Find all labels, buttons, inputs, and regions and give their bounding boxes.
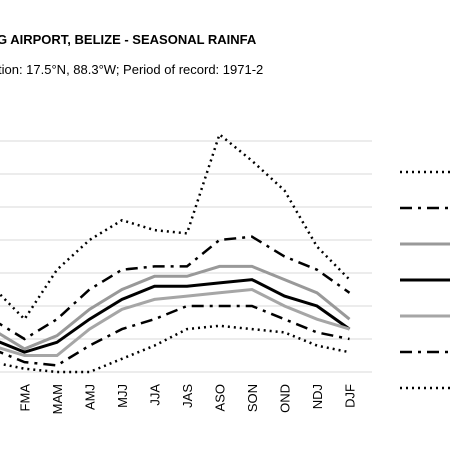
chart-title: G AIRPORT, BELIZE - SEASONAL RAINFA xyxy=(0,32,257,47)
x-tick-label: DJF xyxy=(343,384,358,408)
series-line xyxy=(0,264,351,351)
x-tick-label: MAM xyxy=(50,384,65,414)
x-tick-label: MJJ xyxy=(115,384,130,408)
x-tick-label: ASO xyxy=(213,384,228,411)
series-line xyxy=(0,287,350,357)
x-tick-label: OND xyxy=(278,384,293,413)
x-tick-label: JAS xyxy=(180,384,195,408)
x-tick-label: JJA xyxy=(148,384,163,406)
series-line xyxy=(0,278,351,354)
x-tick-label: SON xyxy=(245,384,260,412)
series-line xyxy=(0,132,351,322)
series-line xyxy=(0,304,350,367)
x-tick-label: AMJ xyxy=(83,384,98,410)
series-line xyxy=(0,324,350,374)
x-tick-label: NDJ xyxy=(310,384,325,409)
chart-subtitle: tion: 17.5°N, 88.3°W; Period of record: … xyxy=(0,62,263,77)
series-line xyxy=(0,235,351,341)
x-tick-label: FMA xyxy=(18,384,33,412)
